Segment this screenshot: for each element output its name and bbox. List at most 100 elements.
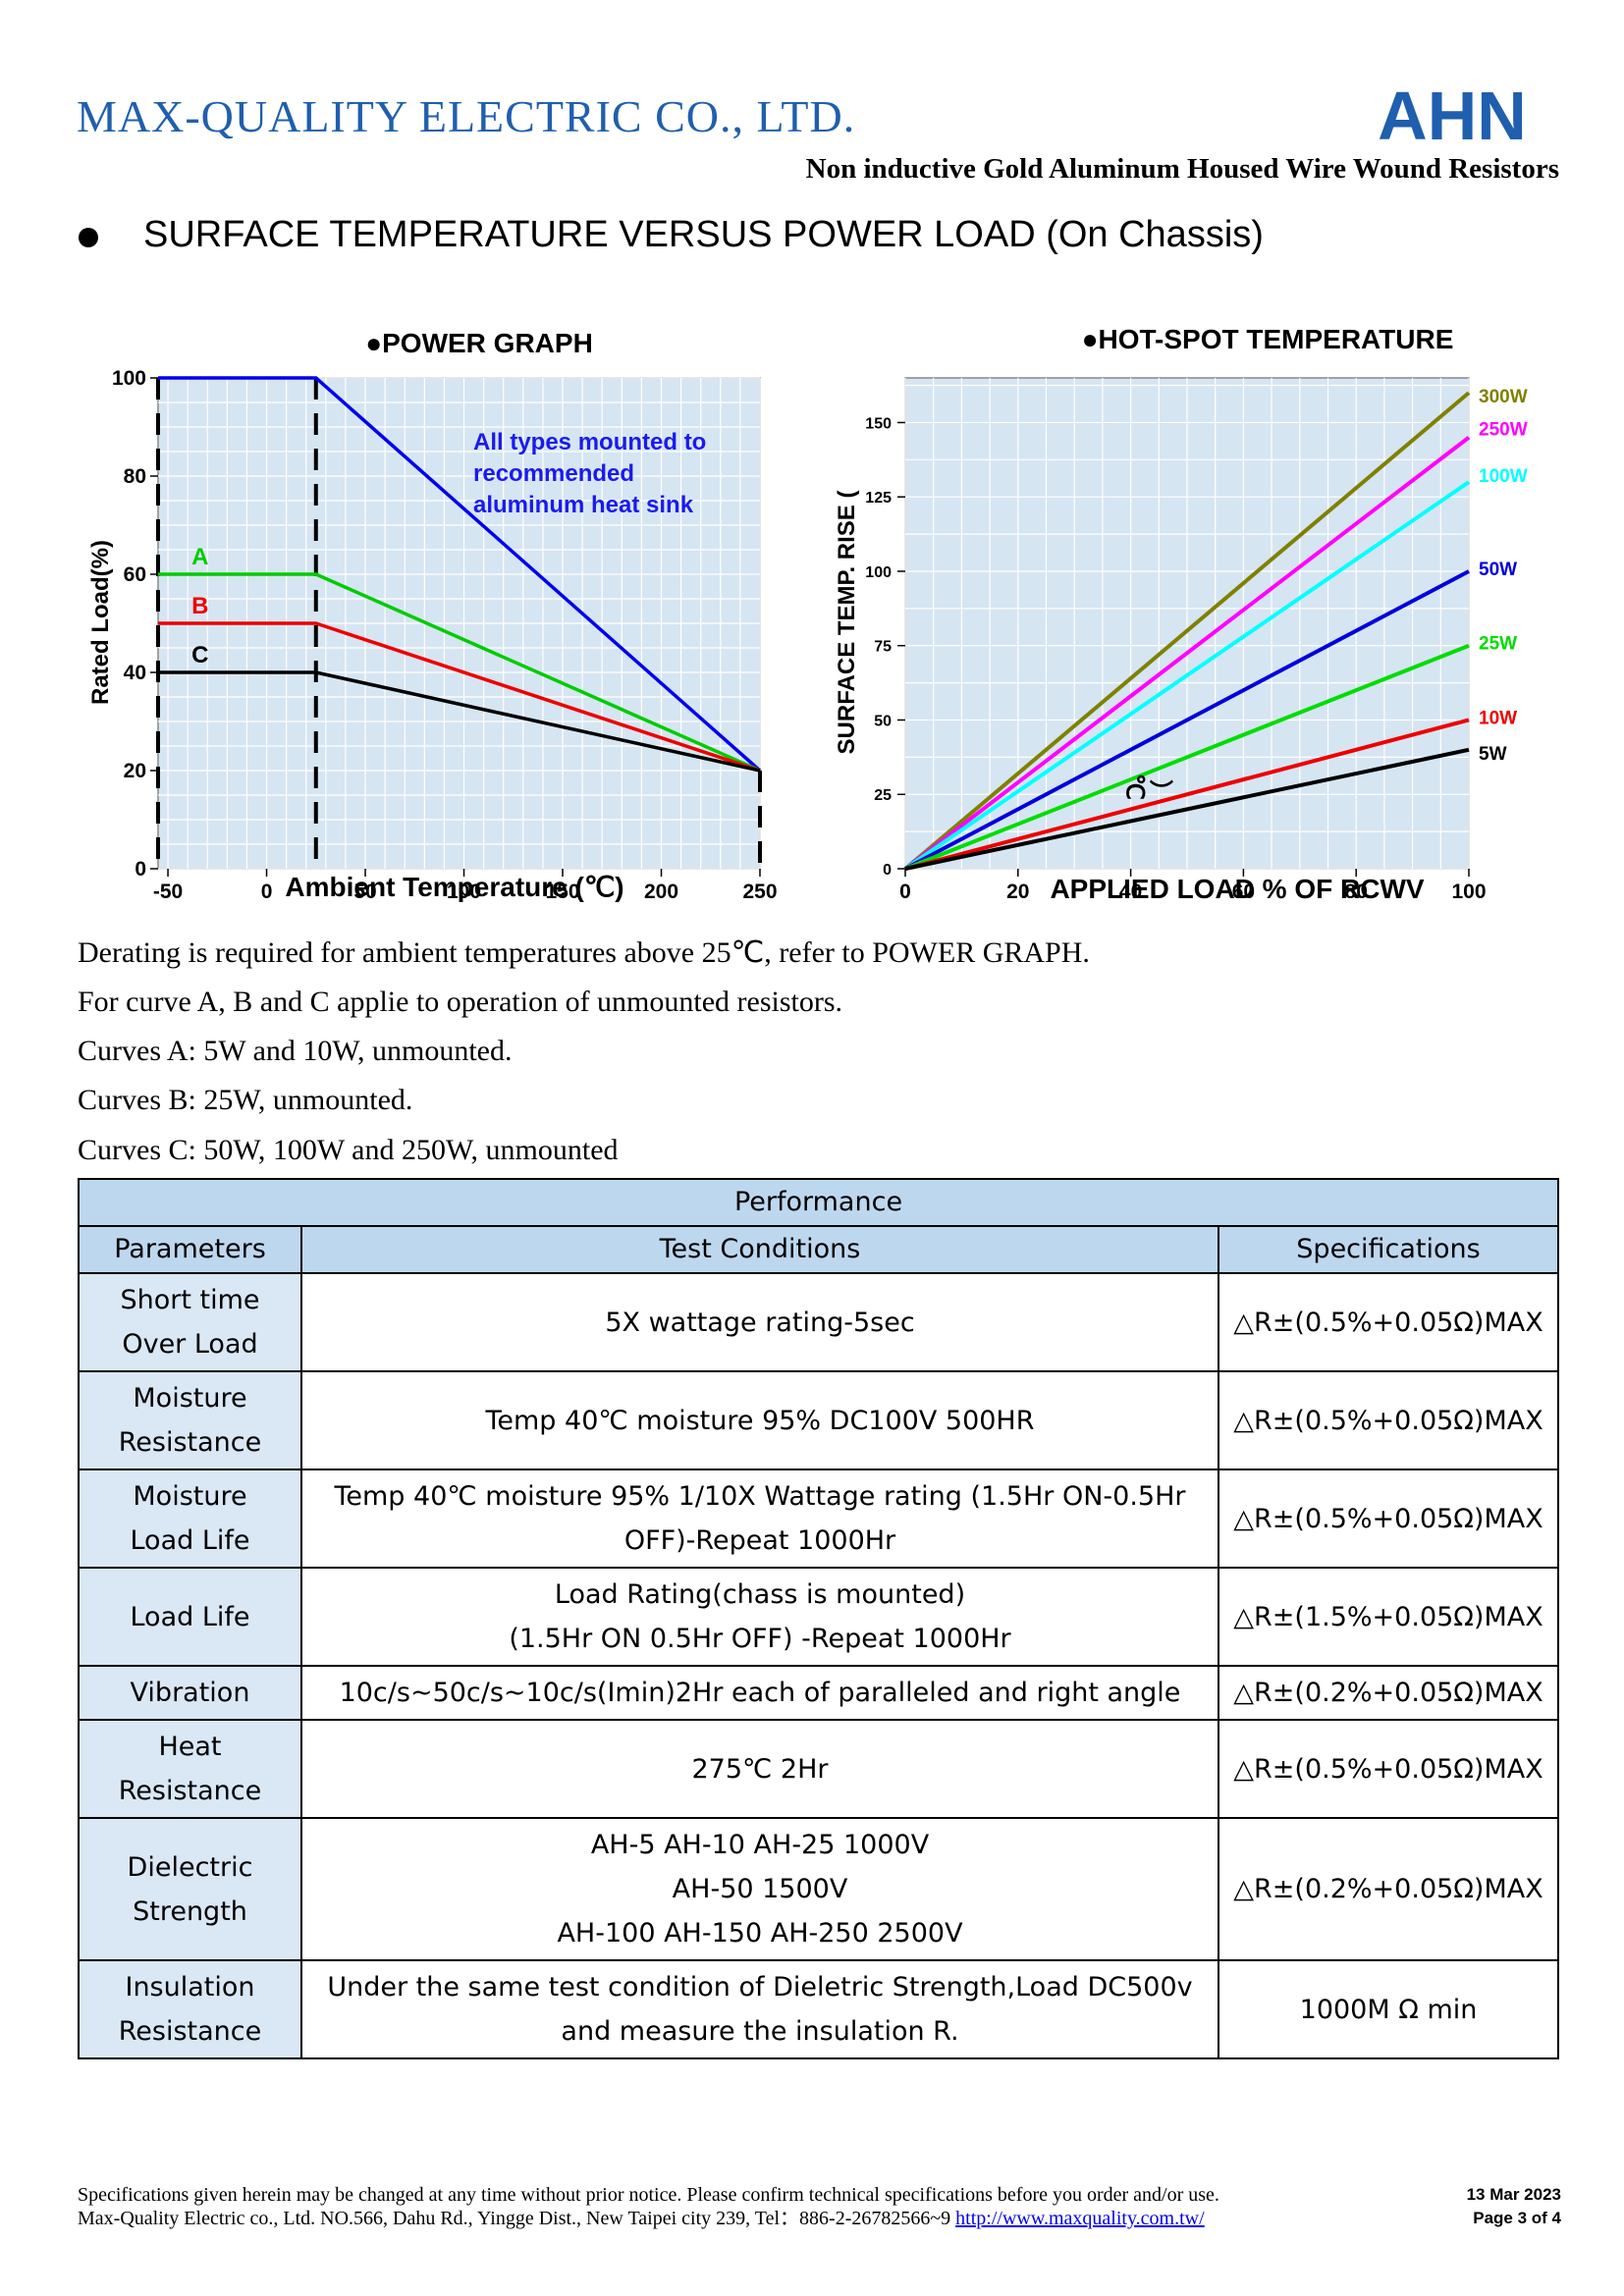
- specification-cell: △R±(0.5%+0.05Ω)MAX: [1217, 1272, 1560, 1372]
- footer-page-number: Page 3 of 4: [1473, 2209, 1561, 2227]
- specification-cell: △R±(0.2%+0.05Ω)MAX: [1217, 1817, 1560, 1961]
- specification-cell: 1000M Ω min: [1217, 1959, 1560, 2059]
- x-tick-label: 0: [261, 881, 273, 903]
- table-body: Short time Over Load 5X wattage rating-5se…: [78, 1272, 1560, 2059]
- power-graph-axes: -50 0 50 100 150 200 250 0 20 40 60 80 100: [112, 367, 778, 903]
- x-tick-label: 250: [742, 881, 777, 903]
- y-tick-label: 25: [874, 787, 892, 804]
- annotation-line-3: aluminum heat sink: [473, 492, 694, 518]
- curve-label-b: B: [191, 593, 208, 619]
- x-tick-label: 50: [353, 881, 376, 903]
- test-condition-text: Under the same test condition of Dieletr…: [327, 1972, 1193, 2002]
- series-line-5w: [904, 747, 1470, 871]
- parameter-text: Load Life: [130, 1525, 250, 1556]
- test-condition-text: AH-100 AH-150 AH-250 2500V: [557, 1918, 963, 1949]
- specification-cell: △R±(0.5%+0.05Ω)MAX: [1217, 1468, 1560, 1569]
- series-line-50w: [904, 569, 1470, 871]
- header-specifications: Specifications: [1217, 1225, 1560, 1274]
- test-condition-cell: 5X wattage rating-5sec: [300, 1272, 1219, 1372]
- note-curve-b: Curves B: 25W, unmounted.: [78, 1084, 413, 1116]
- hotspot-chart: ●HOT-SPOT TEMPERATURE 0 20 40 60 80 100 0 25 50 7…: [834, 324, 1528, 904]
- parameter-text: Load Life: [130, 1601, 250, 1632]
- parameter-cell: Load Life: [78, 1567, 302, 1667]
- parameter-cell: Insulation Resistance: [78, 1959, 302, 2059]
- hotspot-series: [903, 391, 1471, 871]
- y-tick-label: 40: [124, 662, 146, 684]
- table-row: Insulation Resistance Under the same test …: [78, 1959, 1560, 2059]
- parameter-text: Short time: [120, 1285, 260, 1315]
- power-graph-series-labels: ABC: [191, 544, 208, 668]
- test-condition-cell: Temp 40℃ moisture 95% 1/10X Wattage rati…: [300, 1468, 1219, 1569]
- test-condition-cell: Under the same test condition of Dieletr…: [300, 1959, 1219, 2059]
- logo-text: AHN: [1378, 84, 1527, 145]
- series-label-250w: 250W: [1479, 420, 1528, 441]
- x-tick-label: -50: [153, 881, 183, 903]
- website-link[interactable]: http://www.maxquality.com.tw/: [955, 2208, 1205, 2229]
- hotspot-stray-label-2: ）: [1147, 779, 1173, 803]
- specification-cell: △R±(1.5%+0.05Ω)MAX: [1217, 1567, 1560, 1667]
- test-condition-cell: 275℃ 2Hr: [300, 1719, 1219, 1819]
- parameter-text: Insulation: [125, 1972, 255, 2002]
- y-tick-label: 60: [124, 563, 146, 586]
- parameter-cell: Moisture Resistance: [78, 1370, 302, 1470]
- parameter-text: Strength: [133, 1896, 247, 1927]
- power-graph-grid: [158, 377, 761, 870]
- series-label-25w: 25W: [1479, 634, 1517, 655]
- parameter-text: Over Load: [122, 1329, 258, 1360]
- y-tick-label: 0: [135, 858, 146, 881]
- test-condition-cell: Load Rating(chass is mounted) (1.5Hr ON 0…: [300, 1567, 1219, 1667]
- header-test-conditions: Test Conditions: [300, 1225, 1219, 1274]
- series-line-300w: [903, 391, 1471, 871]
- performance-table: Performance Parameters Test Conditions S…: [77, 1178, 1560, 2059]
- x-tick-label: 100: [447, 881, 481, 903]
- table-row: Dielectric Strength AH-5 AH-10 AH-25 1000V…: [78, 1817, 1560, 1961]
- annotation-line-1: All types mounted to: [473, 429, 706, 455]
- footer-disclaimer: Specifications given herein may be chang…: [78, 2183, 1219, 2230]
- power-graph-ylabel: Rated Load(%): [87, 540, 114, 705]
- company-name: MAX-QUALITY ELECTRIC CO., LTD.: [77, 91, 856, 141]
- ahn-logo: AHN: [1378, 84, 1527, 145]
- test-condition-cell: AH-5 AH-10 AH-25 1000V AH-50 1500V AH-100 …: [300, 1817, 1219, 1961]
- parameter-text: Heat: [158, 1732, 222, 1762]
- hotspot-series-labels: 300W 250W 100W 50W 25W 10W 5W: [1479, 387, 1528, 765]
- test-condition-text: and measure the insulation R.: [561, 2016, 959, 2047]
- parameter-text: Moisture: [133, 1383, 247, 1414]
- series-line-mounted: [158, 376, 762, 773]
- parameter-cell: Vibration: [78, 1665, 302, 1721]
- footer-date: 13 Mar 2023: [1466, 2185, 1561, 2204]
- curve-label-c: C: [191, 642, 208, 668]
- parameter-cell: Moisture Load Life: [78, 1468, 302, 1569]
- x-tick-label: 0: [899, 881, 911, 903]
- test-condition-text: 10c/s~50c/s~10c/s(Imin)2Hr each of paral…: [339, 1678, 1181, 1708]
- y-tick-label: 100: [112, 367, 146, 390]
- test-condition-text: 5X wattage rating-5sec: [605, 1307, 915, 1338]
- series-label-5w: 5W: [1479, 744, 1507, 765]
- table-row: Heat Resistance 275℃ 2Hr △R±(0.5%+0.05Ω)MAX: [78, 1719, 1560, 1819]
- y-tick-label: 0: [883, 862, 892, 879]
- test-condition-text: (1.5Hr ON 0.5Hr OFF) -Repeat 1000Hr: [509, 1624, 1011, 1654]
- series-line-25w: [904, 643, 1470, 871]
- power-graph-xlabel: Ambient Temperature (℃): [285, 872, 623, 902]
- note-curves-abc: For curve A, B and C applie to operation…: [78, 986, 843, 1018]
- annotation-line-2: recommended: [473, 460, 634, 487]
- hotspot-ylabel: SURFACE TEMP. RISE (: [834, 491, 860, 755]
- curve-label-a: A: [191, 544, 208, 570]
- test-condition-text: AH-5 AH-10 AH-25 1000V: [590, 1830, 930, 1860]
- series-line-250w: [903, 436, 1471, 871]
- y-tick-label: 125: [865, 490, 892, 507]
- series-label-10w: 10W: [1479, 708, 1517, 728]
- hotspot-stray-label-1: ℃: [1121, 774, 1148, 800]
- series-label-300w: 300W: [1479, 387, 1528, 407]
- footer-line-1: Specifications given herein may be chang…: [78, 2184, 1219, 2206]
- table-title: Performance: [77, 1178, 1560, 1227]
- test-condition-text: Temp 40℃ moisture 95% DC100V 500HR: [485, 1405, 1035, 1436]
- test-condition-cell: 10c/s~50c/s~10c/s(Imin)2Hr each of paral…: [300, 1665, 1219, 1721]
- parameter-text: Vibration: [130, 1678, 250, 1708]
- note-curve-a: Curves A: 5W and 10W, unmounted.: [78, 1035, 513, 1067]
- test-condition-text: Temp 40℃ moisture 95% 1/10X Wattage rati…: [334, 1481, 1186, 1512]
- y-tick-label: 50: [874, 713, 892, 729]
- x-tick-label: 80: [1345, 881, 1368, 903]
- bullet-icon: [79, 228, 98, 247]
- table-row: Short time Over Load 5X wattage rating-5se…: [78, 1272, 1560, 1372]
- specification-cell: △R±(0.5%+0.05Ω)MAX: [1217, 1719, 1560, 1819]
